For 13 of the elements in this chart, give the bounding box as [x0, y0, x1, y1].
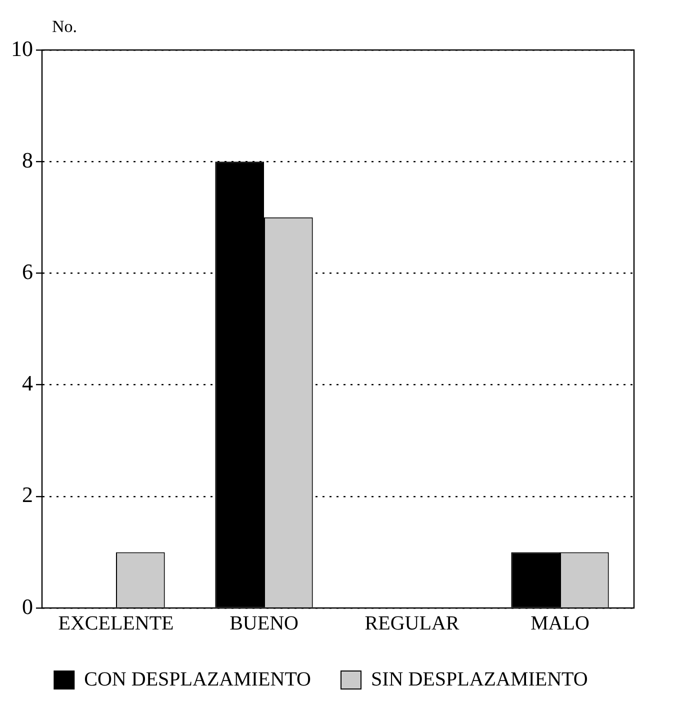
y-tick-label: 4 [22, 370, 33, 396]
y-tick-label: 2 [22, 482, 33, 508]
y-axis-title: No. [52, 16, 78, 36]
y-tick-label: 8 [22, 147, 33, 172]
x-tick-label: BUENO [230, 612, 298, 634]
y-tick-label: 10 [11, 36, 33, 61]
x-tick-label: EXCELENTE [58, 612, 174, 634]
y-tick-label: 0 [22, 594, 33, 619]
legend-label: SIN DESPLAZAMIENTO [371, 668, 588, 690]
x-tick-label: REGULAR [364, 612, 460, 634]
x-tick-label: MALO [530, 612, 590, 634]
legend-label: CON DESPLAZAMIENTO [84, 668, 312, 690]
y-tick-label: 6 [22, 258, 33, 284]
